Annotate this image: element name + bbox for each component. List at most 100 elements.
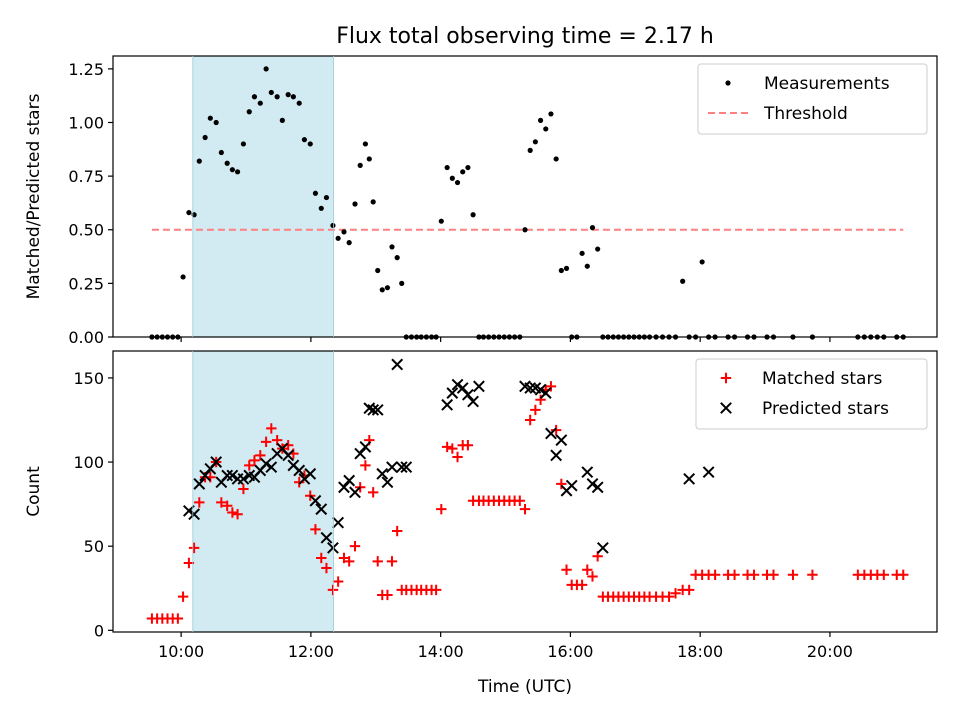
predicted-star-point — [461, 388, 474, 401]
matched-star-point — [878, 569, 889, 580]
measurement-point — [470, 212, 476, 218]
matched-star-point — [294, 477, 305, 488]
y-axis-ticks-top: 0.00 0.25 0.50 0.75 1.00 1.25 — [68, 60, 113, 347]
x-tick-label: 20:00 — [807, 642, 853, 661]
predicted-star-point — [338, 481, 350, 494]
matched-star-point — [360, 460, 371, 471]
matched-star-point — [327, 584, 339, 596]
matched-star-point — [310, 524, 321, 535]
predicted-star-point — [596, 541, 609, 554]
measurement-point — [399, 280, 405, 286]
predicted-star-point — [260, 457, 273, 470]
plot-frame-top — [112, 55, 938, 338]
predicted-star-point — [354, 447, 367, 460]
measurement-point — [558, 267, 564, 274]
matched-star-point — [663, 591, 675, 602]
predicted-star-point — [391, 358, 404, 371]
predicted-star-point — [400, 461, 413, 474]
predicted-star-point — [359, 441, 372, 453]
predicted-star-point — [586, 478, 599, 490]
legend-bottom: Matched stars Predicted stars — [695, 358, 928, 430]
measurement-point — [330, 222, 336, 229]
measurement-point — [389, 244, 395, 250]
predicted-star-point — [446, 387, 459, 399]
predicted-star-point — [451, 378, 464, 391]
measurement-point — [240, 141, 247, 147]
matched-star-point — [514, 495, 526, 506]
measurement-point — [246, 109, 252, 115]
matched-star-point — [898, 569, 909, 580]
matched-star-point — [260, 436, 272, 448]
y-tick-label: 0 — [94, 621, 104, 640]
legend-label: Matched stars — [762, 369, 882, 389]
matched-star-point — [194, 497, 205, 508]
matched-star-point — [386, 556, 398, 567]
predicted-star-point — [332, 516, 345, 529]
measurement-point — [263, 66, 269, 72]
predicted-star-point — [473, 380, 485, 393]
y-axis-ticks-bottom: 0 50 100 150 — [73, 369, 113, 640]
predicted-star-point — [282, 449, 295, 462]
measurement-point — [180, 274, 186, 280]
legend-swatch — [725, 80, 731, 86]
measurement-point — [379, 287, 385, 293]
measurement-point — [196, 158, 202, 164]
chart-title: Flux total observing time = 2.17 h — [336, 24, 714, 49]
predicted-star-point — [320, 531, 333, 544]
measurement-point — [251, 94, 258, 100]
matched-star-point — [382, 589, 393, 601]
measurement-point — [213, 119, 219, 126]
x-tick-label: 18:00 — [677, 642, 723, 661]
measurement-point — [366, 156, 372, 162]
y-axis-label-bottom: Count — [24, 466, 44, 517]
measurement-point — [579, 250, 585, 256]
predicted-star-point — [371, 403, 384, 416]
matched-star-point — [670, 588, 681, 599]
y-tick-label: 1.00 — [68, 113, 104, 132]
matched-star-point — [683, 584, 695, 596]
measurement-point — [346, 240, 352, 246]
matched-star-point — [227, 507, 238, 518]
predicted-star-point — [265, 461, 278, 474]
x-tick-label: 14:00 — [418, 642, 464, 661]
measurement-point — [370, 199, 376, 205]
matched-star-point — [709, 569, 721, 580]
y-axis-label-top: Matched/Predicted stars — [24, 93, 44, 299]
predicted-star-point — [545, 427, 557, 440]
legend-swatch — [720, 402, 732, 414]
measurement-point — [449, 175, 455, 181]
predicted-star-point — [188, 508, 201, 521]
measurement-point — [384, 285, 391, 291]
measurement-point — [307, 141, 313, 147]
panel-count: 0 50 100 150 10:00 12:00 14:00 16:00 18:00 20:00… — [24, 350, 938, 697]
matched-star-point — [556, 478, 567, 490]
measurement-point — [680, 278, 686, 284]
predicted-star-point — [395, 461, 408, 474]
legend-label: Predicted stars — [762, 399, 889, 419]
predicted-star-point — [456, 382, 469, 394]
predicted-star-point — [565, 479, 578, 492]
measurement-point — [537, 117, 544, 123]
matched-star-point — [332, 576, 344, 587]
predicted-star-point — [386, 461, 398, 474]
predicted-star-point — [183, 504, 195, 517]
observing-window-band-bottom — [192, 351, 334, 632]
predicted-star-point — [293, 464, 306, 477]
matched-star-point — [391, 525, 403, 537]
y-tick-label: 50 — [84, 537, 104, 556]
measurement-point — [553, 156, 559, 162]
legend-top: Measurements Threshold — [697, 63, 928, 135]
predicted-star-point — [524, 382, 537, 394]
measurement-point — [394, 255, 400, 261]
predicted-star-point — [591, 481, 604, 494]
predicted-star-point — [467, 395, 480, 408]
measurement-point — [318, 205, 324, 211]
measurement-point — [465, 164, 471, 171]
measurement-point — [341, 229, 347, 235]
legend-swatch — [720, 372, 732, 384]
legend-box — [697, 63, 928, 135]
plot-frame-bottom — [112, 350, 938, 633]
matched-star-point — [343, 556, 355, 567]
x-axis-ticks-top — [180, 337, 831, 342]
